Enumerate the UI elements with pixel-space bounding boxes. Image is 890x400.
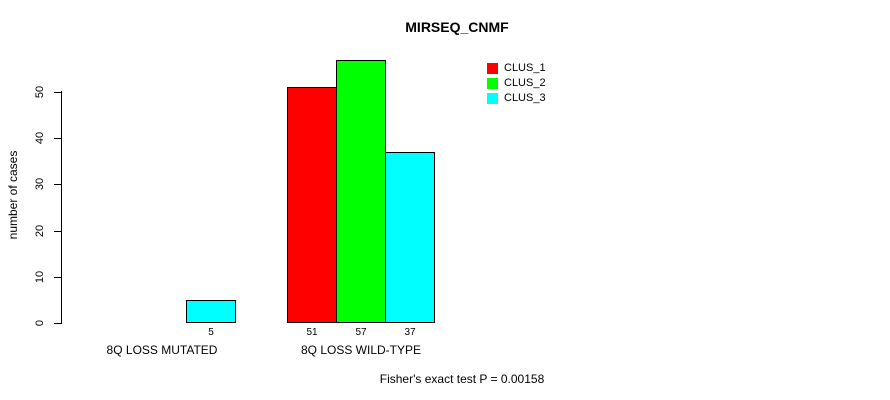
category-label: 8Q LOSS MUTATED	[106, 343, 218, 357]
y-axis-tick	[54, 92, 61, 93]
legend-row: CLUS_2	[487, 77, 546, 89]
legend-row: CLUS_3	[487, 92, 546, 104]
bar-value-label: 57	[355, 327, 367, 338]
bar-clus-3-group2	[385, 152, 435, 323]
legend: CLUS_1 CLUS_2 CLUS_3	[487, 62, 546, 107]
y-axis-tick-label: 30	[34, 177, 46, 191]
y-axis-label: number of cases	[6, 150, 20, 240]
bar-clus-2-group2	[336, 60, 386, 323]
annotation-fisher-test: Fisher's exact test P = 0.00158	[379, 372, 545, 386]
y-axis-tick-label: 20	[34, 224, 46, 238]
y-axis-tick-label: 40	[34, 131, 46, 145]
bar-clus-1-group2	[287, 87, 337, 323]
legend-swatch-clus-3	[487, 92, 498, 104]
chart-title: MIRSEQ_CNMF	[405, 19, 509, 35]
y-axis-tick-label: 50	[34, 85, 46, 99]
y-axis-line	[61, 91, 62, 324]
legend-label: CLUS_3	[504, 92, 546, 104]
legend-swatch-clus-1	[487, 62, 498, 74]
y-axis-tick	[54, 323, 61, 324]
bar-value-label: 37	[404, 327, 416, 338]
legend-label: CLUS_1	[504, 62, 546, 74]
category-label: 8Q LOSS WILD-TYPE	[300, 343, 422, 357]
bar-clus-3-group1	[186, 300, 236, 323]
bar-value-label: 51	[306, 327, 318, 338]
y-axis-tick	[54, 231, 61, 232]
y-axis-tick	[54, 138, 61, 139]
y-axis-tick	[54, 184, 61, 185]
legend-row: CLUS_1	[487, 62, 546, 74]
y-axis-tick	[54, 277, 61, 278]
legend-swatch-clus-2	[487, 77, 498, 89]
y-axis-tick-label: 10	[34, 270, 46, 284]
bar-value-label: 5	[208, 327, 214, 338]
legend-label: CLUS_2	[504, 77, 546, 89]
y-axis-tick-label: 0	[34, 319, 46, 327]
